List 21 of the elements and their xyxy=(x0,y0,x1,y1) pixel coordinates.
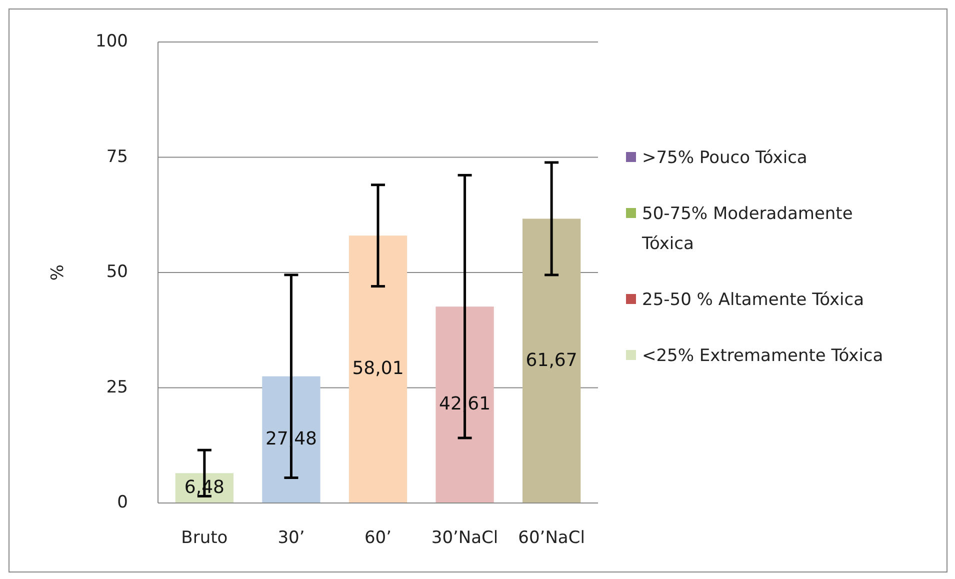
bar xyxy=(262,376,320,503)
x-tick-label: 60’NaCl xyxy=(518,528,585,548)
bar xyxy=(522,218,581,503)
legend-label: <25% Extremamente Tóxica xyxy=(642,346,884,366)
y-tick-label: 0 xyxy=(117,492,128,513)
legend-label: 50-75% Moderadamente Tóxica xyxy=(641,204,853,254)
legend-label: >75% Pouco Tóxica xyxy=(642,148,808,168)
x-tick-label: 60’ xyxy=(364,528,392,548)
y-tick-label: 75 xyxy=(106,146,128,167)
data-label: 61,67 xyxy=(526,350,578,371)
y-tick-label: 100 xyxy=(96,32,128,52)
x-tick-label: 30’ xyxy=(278,528,305,548)
y-axis-title: % xyxy=(48,264,68,281)
bar xyxy=(436,306,494,503)
x-tick-label: 30’NaCl xyxy=(431,528,498,548)
bar xyxy=(348,236,408,503)
data-label: 58,01 xyxy=(352,358,404,380)
legend-label: 25-50 % Altamente Tóxica xyxy=(642,290,864,310)
x-tick-label: Bruto xyxy=(181,528,228,548)
y-tick-label: 50 xyxy=(106,262,128,282)
y-tick-label: 25 xyxy=(106,377,128,398)
